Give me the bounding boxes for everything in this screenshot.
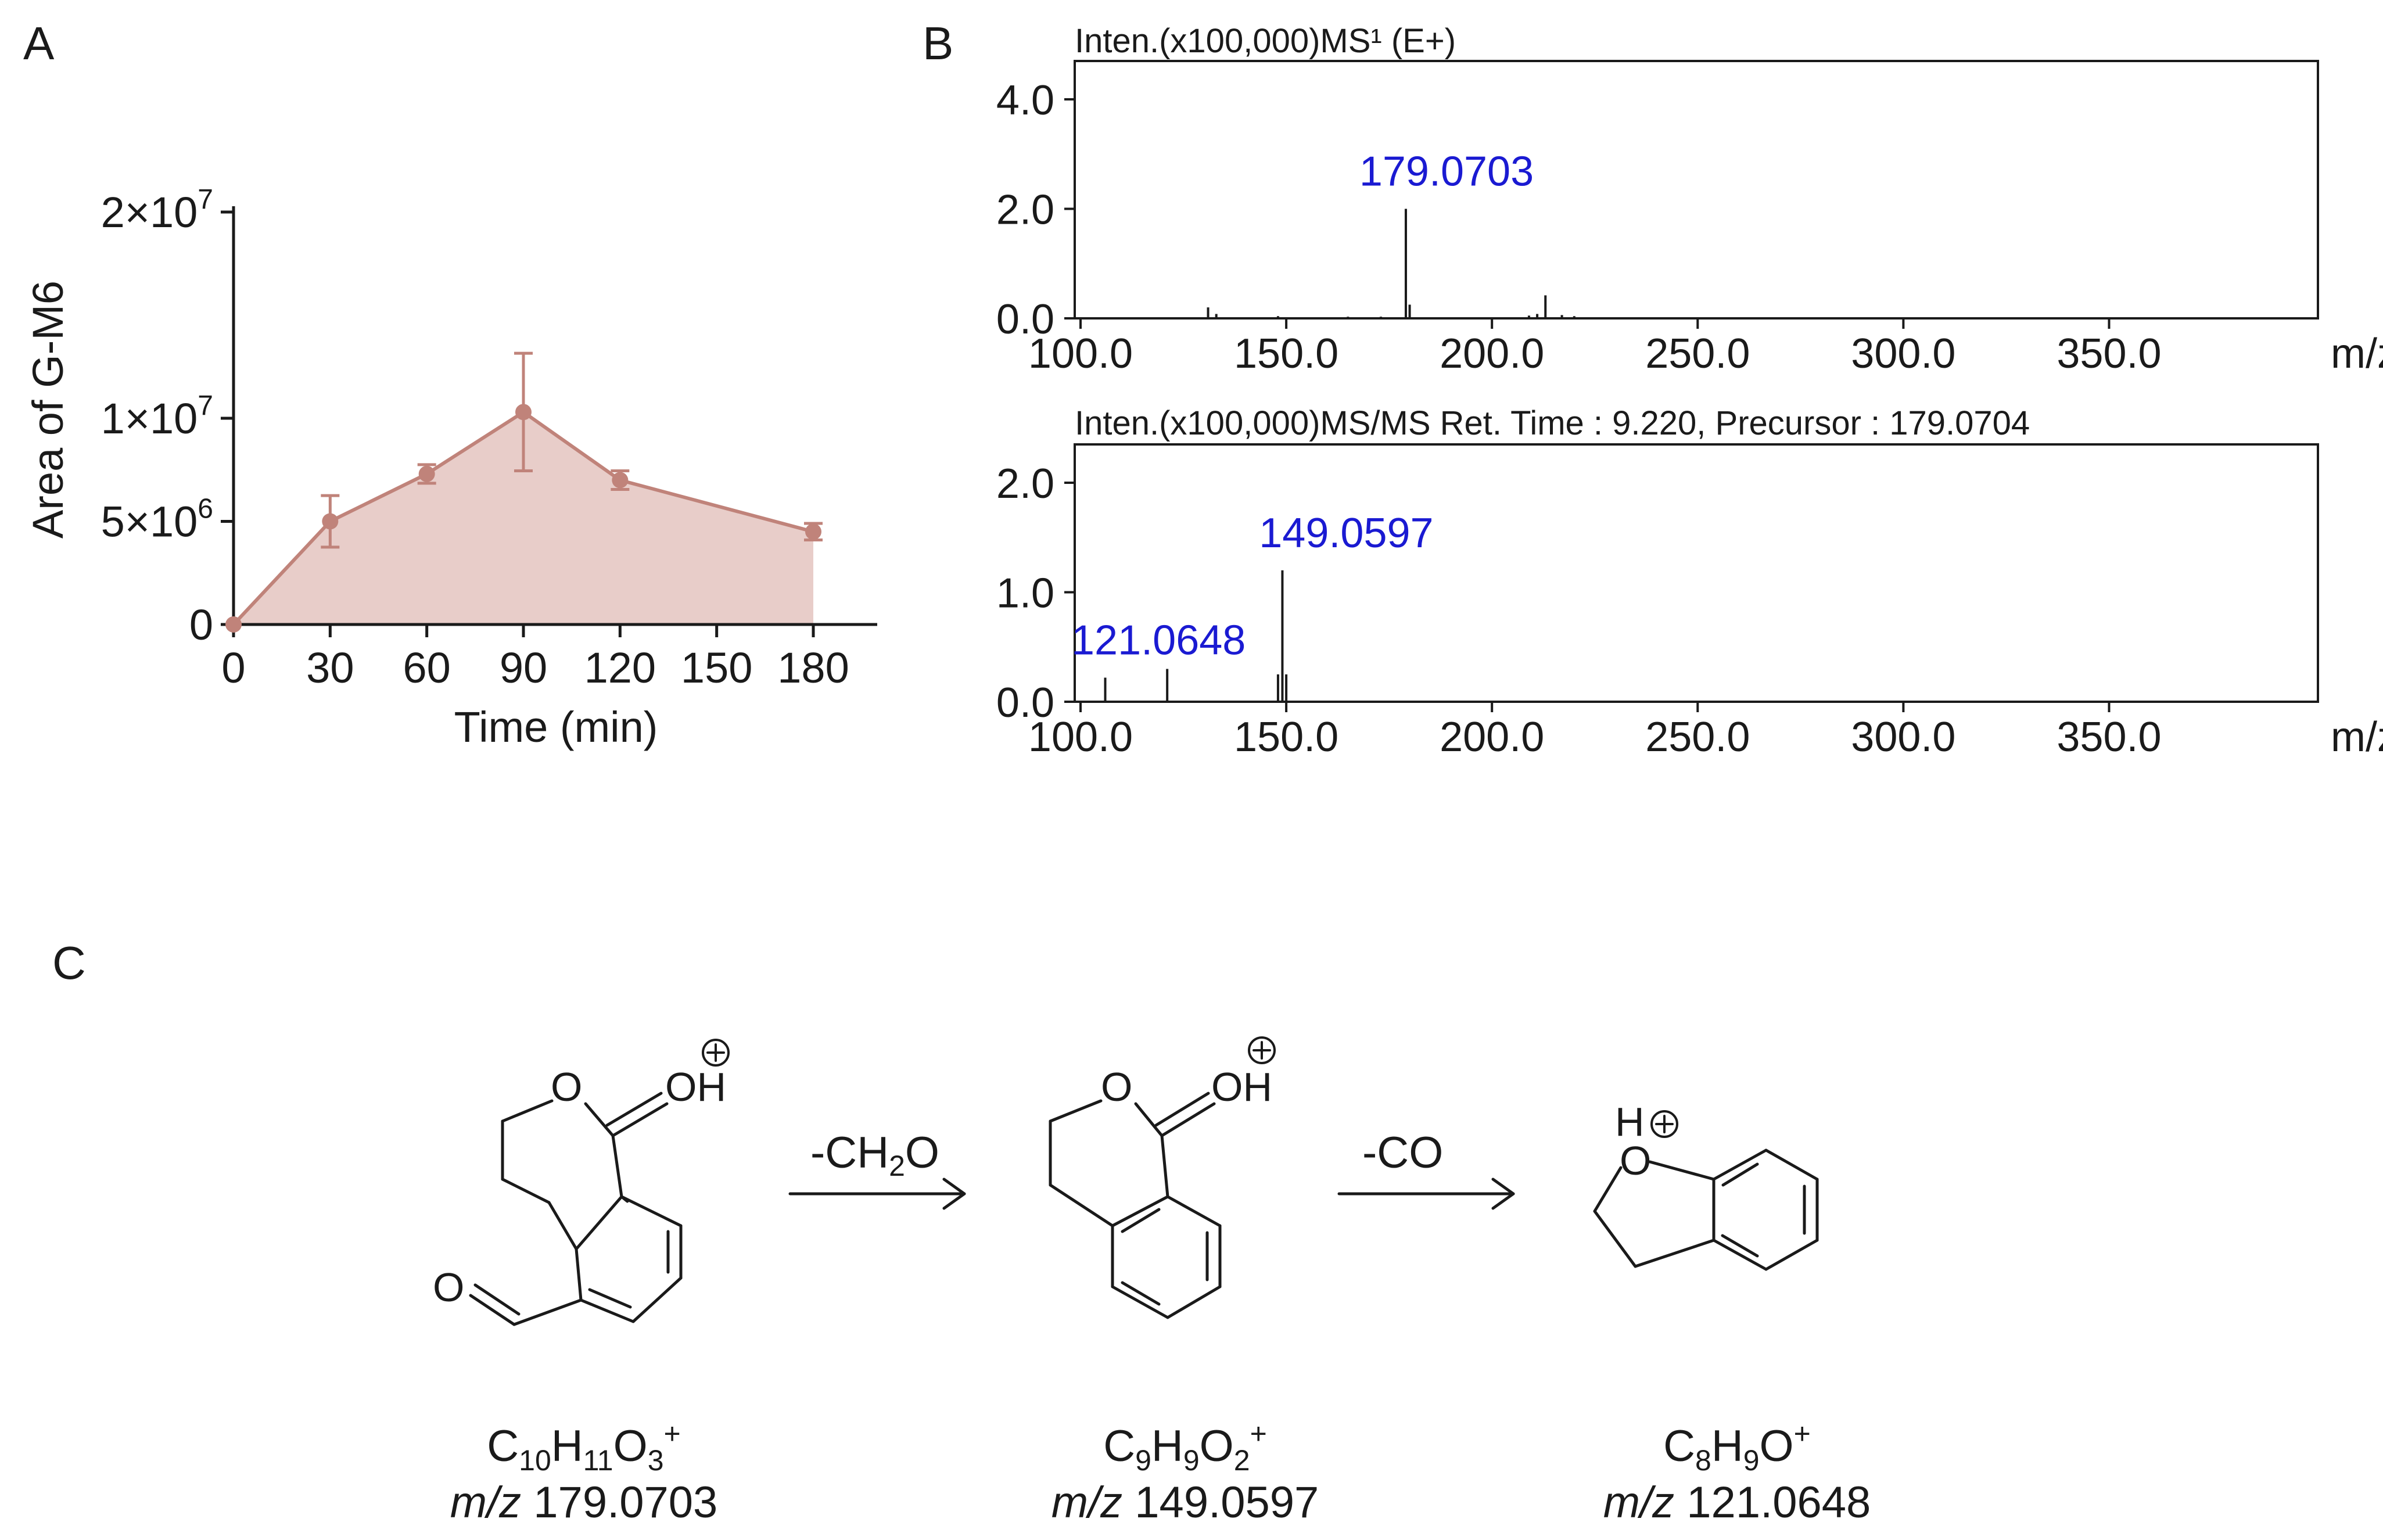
chart-a-xtick-label: 90	[500, 644, 547, 692]
chart-a-point	[515, 404, 532, 421]
panel-c-letter: C	[52, 937, 86, 989]
compound-3-formula: C8H9O+	[1663, 1417, 1811, 1477]
chart-a-ytick-label: 2×107	[101, 184, 213, 236]
ms2-spectrum: 0.0 1.0 2.0 100.0 150.0 200.0 250.0 300.0 350.0 m…	[996, 443, 2383, 760]
ms1-xtick-label: 200.0	[1440, 331, 1544, 377]
ms1-xunit: m/z	[2331, 331, 2383, 377]
compound-3-mz: m/z 121.0648	[1603, 1478, 1871, 1527]
ms1-xtick-label: 150.0	[1234, 331, 1338, 377]
ms2-xtick-label: 150.0	[1234, 714, 1338, 760]
structure-2: O OH	[1049, 1036, 1276, 1319]
ms1-frame	[1074, 60, 2319, 320]
ms1-xtick-label: 250.0	[1645, 331, 1750, 377]
compound-labels: C10H11O3+ m/z 179.0703 C9H9O2+ m/z 149.0…	[450, 1417, 1871, 1527]
ms2-xtick-label: 100.0	[1028, 714, 1133, 760]
chart-a-ytick-label: 1×107	[101, 390, 213, 443]
compound-2-mz: m/z 149.0597	[1051, 1478, 1319, 1527]
ms2-ytick-label: 1.0	[996, 570, 1054, 616]
ms2-xtick-label: 200.0	[1440, 714, 1544, 760]
chart-a-ytick-label: 0	[189, 601, 213, 649]
arrow-1-label: -CH2O	[810, 1128, 939, 1182]
ms1-header: Inten.(x100,000)MS¹ (E+)	[1075, 22, 1456, 60]
ms2-header: Inten.(x100,000)MS/MS Ret. Time : 9.220,…	[1075, 404, 2030, 442]
arrow-2-label: -CO	[1362, 1128, 1443, 1178]
structure-1-aldehyde-o: O	[433, 1265, 464, 1310]
chart-a-xtick-label: 150	[681, 644, 752, 692]
chart-a-xtick-label: 60	[403, 644, 451, 692]
ms1-spectrum: 0.0 2.0 4.0 100.0 150.0 200.0 250.0 300.0 350.0 m…	[996, 60, 2383, 377]
ms1-ytick-label: 2.0	[996, 186, 1054, 233]
chart-a-point	[805, 523, 821, 540]
chart-a-area	[234, 412, 813, 624]
structure-1-oh: OH	[665, 1064, 726, 1110]
ms1-peak-label: 179.0703	[1359, 148, 1534, 195]
chart-a-ylabel: Area of G-M6	[24, 281, 72, 539]
chart-a-point	[225, 616, 242, 633]
ms2-peak-label: 149.0597	[1259, 510, 1433, 557]
ms1-xtick-label: 350.0	[2057, 331, 2161, 377]
ms1-xtick-label: 300.0	[1851, 331, 1955, 377]
ms2-xtick-label: 350.0	[2057, 714, 2161, 760]
chart-a-xtick-label: 180	[777, 644, 849, 692]
ms2-xtick-label: 300.0	[1851, 714, 1955, 760]
structure-3-h: H	[1615, 1099, 1645, 1144]
ms1-xtick-label: 100.0	[1028, 331, 1133, 377]
ms1-ytick-label: 4.0	[996, 77, 1054, 124]
chart-a-point	[612, 472, 629, 489]
structure-2-charge-icon	[1248, 1036, 1276, 1064]
compound-1-formula: C10H11O3+	[487, 1417, 680, 1477]
ms2-xtick-label: 250.0	[1645, 714, 1750, 760]
chart-a: 0 5×106 1×107 2×107 0 30 60 90 120 150 180	[101, 184, 877, 692]
chart-a-point	[322, 513, 339, 530]
ms1-ytick-label: 0.0	[996, 296, 1054, 343]
ms2-peak-label: 121.0648	[1071, 617, 1246, 663]
structure-1-charge-icon	[702, 1039, 730, 1067]
compound-2-formula: C9H9O2+	[1103, 1417, 1267, 1477]
ms2-xunit: m/z	[2331, 714, 2383, 760]
panel-b-letter: B	[923, 17, 953, 69]
arrow-2: -CO	[1337, 1128, 1515, 1210]
chart-a-xtick-label: 120	[584, 644, 656, 692]
chart-a-line	[232, 410, 814, 626]
chart-a-point	[418, 465, 435, 482]
structure-3-o: O	[1620, 1138, 1651, 1183]
chart-a-xtick-label: 0	[221, 644, 245, 692]
arrow-1: -CH2O	[788, 1128, 966, 1210]
structure-1-ring-o: O	[551, 1064, 582, 1110]
structure-1: O OH O	[433, 1039, 730, 1326]
ms2-ytick-label: 0.0	[996, 680, 1054, 726]
chart-a-xtick-label: 30	[306, 644, 354, 692]
structure-2-oh: OH	[1211, 1064, 1272, 1110]
ms2-ytick-label: 2.0	[996, 461, 1054, 507]
chart-a-ytick-label: 5×106	[101, 494, 213, 546]
ms2-frame	[1074, 443, 2319, 703]
structure-3-charge-icon	[1650, 1110, 1678, 1138]
structure-2-ring-o: O	[1101, 1064, 1132, 1110]
structure-3: O H	[1593, 1099, 1819, 1271]
compound-1-mz: m/z 179.0703	[450, 1478, 718, 1527]
panel-a-letter: A	[23, 17, 55, 69]
chart-a-xlabel: Time (min)	[454, 703, 658, 751]
